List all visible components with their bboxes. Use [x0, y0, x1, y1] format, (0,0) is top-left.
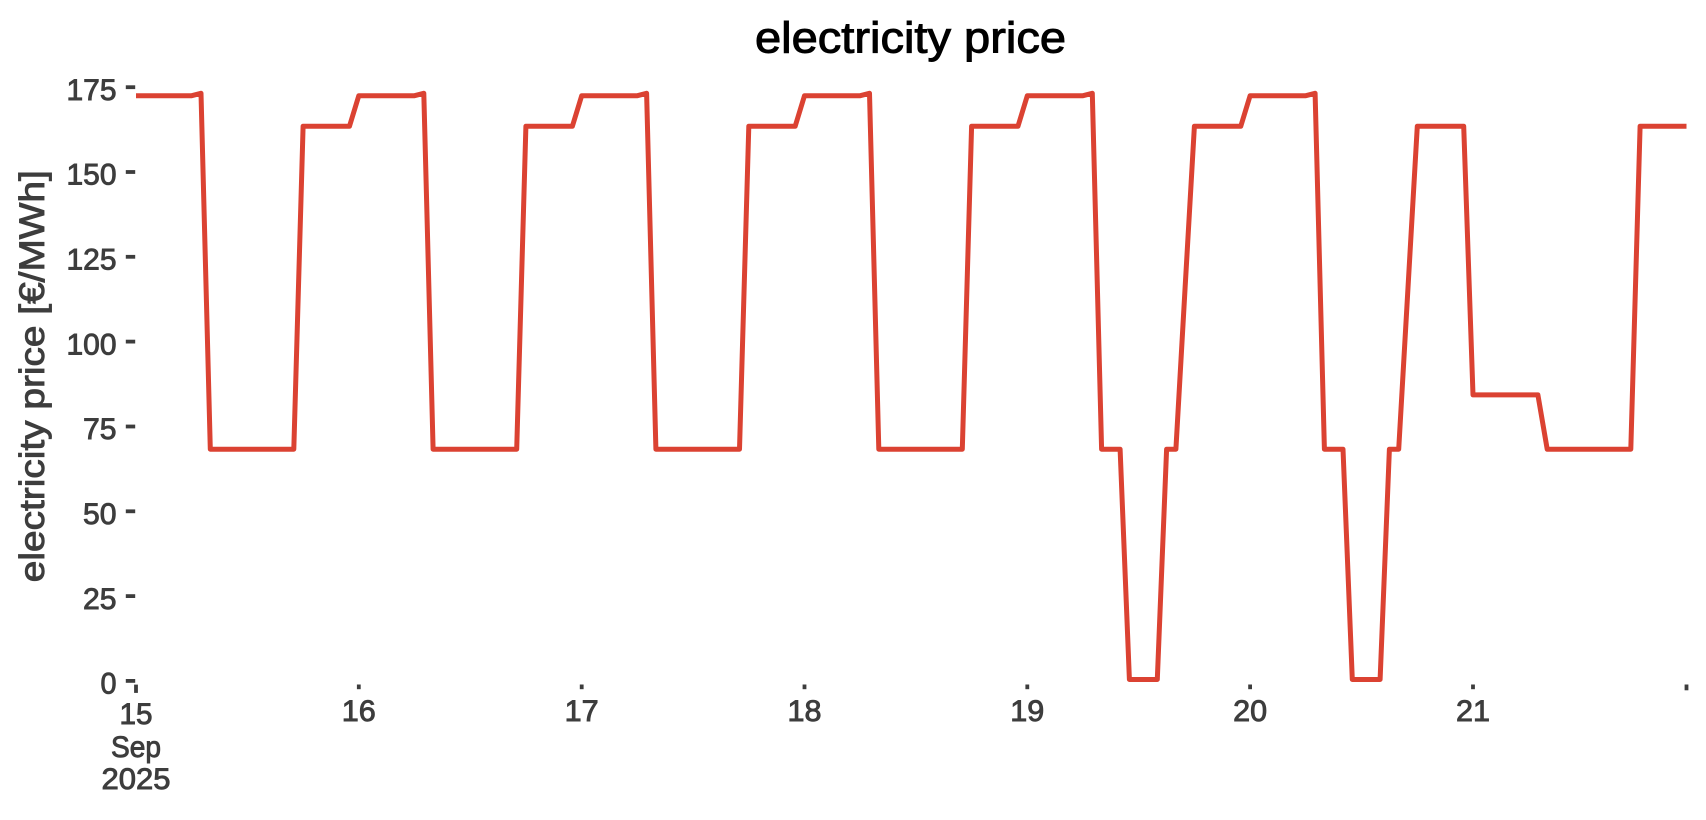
svg-text:19: 19	[1010, 695, 1044, 728]
svg-text:21: 21	[1456, 695, 1490, 728]
svg-text:17: 17	[565, 695, 599, 728]
svg-text:18: 18	[788, 695, 822, 728]
svg-text:0: 0	[101, 668, 117, 701]
svg-text:150: 150	[67, 159, 117, 192]
svg-text:2025: 2025	[102, 763, 171, 796]
svg-text:electricity price: electricity price	[755, 13, 1066, 62]
svg-text:Sep: Sep	[111, 731, 161, 764]
svg-text:125: 125	[67, 244, 117, 277]
svg-text:175: 175	[67, 74, 117, 107]
svg-text:100: 100	[67, 328, 117, 361]
svg-text:50: 50	[83, 498, 117, 531]
svg-text:20: 20	[1233, 695, 1267, 728]
svg-text:electricity price [€/MWh]: electricity price [€/MWh]	[13, 170, 52, 582]
svg-text:16: 16	[342, 695, 376, 728]
svg-text:75: 75	[83, 413, 117, 446]
svg-text:25: 25	[83, 583, 117, 616]
svg-text:15: 15	[120, 698, 153, 731]
